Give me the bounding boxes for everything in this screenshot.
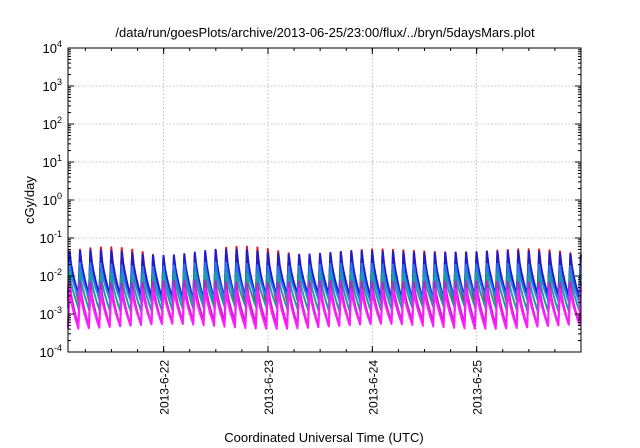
y-tick-label: 10-3 bbox=[40, 305, 62, 322]
x-tick-label: 2013-6-23 bbox=[262, 360, 276, 415]
y-tick-label: 10-1 bbox=[40, 229, 62, 246]
y-tick-exponent: -1 bbox=[54, 229, 62, 239]
y-tick-label: 101 bbox=[43, 153, 62, 170]
chart-title: /data/run/goesPlots/archive/2013-06-25/2… bbox=[115, 25, 535, 40]
y-tick-label: 104 bbox=[43, 39, 62, 56]
y-tick-exponent: -4 bbox=[54, 343, 62, 353]
x-tick-label: 2013-6-25 bbox=[471, 360, 485, 415]
x-tick-label: 2013-6-22 bbox=[158, 360, 172, 415]
x-axis-label: Coordinated Universal Time (UTC) bbox=[224, 430, 423, 445]
y-tick-label: 10-4 bbox=[40, 343, 62, 360]
y-tick-exponent: 3 bbox=[57, 77, 62, 87]
x-axis: 2013-6-22 2013-6-23 2013-6-24 2013-6-25 bbox=[84, 48, 556, 415]
y-tick-label: 102 bbox=[43, 115, 62, 132]
y-tick-exponent: -3 bbox=[54, 305, 62, 315]
y-tick-exponent: -2 bbox=[54, 267, 62, 277]
y-tick-label: 10-2 bbox=[40, 267, 62, 284]
y-axis-label: cGy/day bbox=[22, 176, 37, 224]
y-tick-exponent: 1 bbox=[57, 153, 62, 163]
y-tick-label: 103 bbox=[43, 77, 62, 94]
series-line-6 bbox=[67, 286, 582, 330]
x-tick-label: 2013-6-24 bbox=[366, 360, 380, 415]
series-group bbox=[67, 245, 582, 330]
y-tick-label: 100 bbox=[43, 191, 62, 208]
y-tick-exponent: 2 bbox=[57, 115, 62, 125]
y-tick-exponent: 4 bbox=[57, 39, 62, 49]
y-tick-exponent: 0 bbox=[57, 191, 62, 201]
